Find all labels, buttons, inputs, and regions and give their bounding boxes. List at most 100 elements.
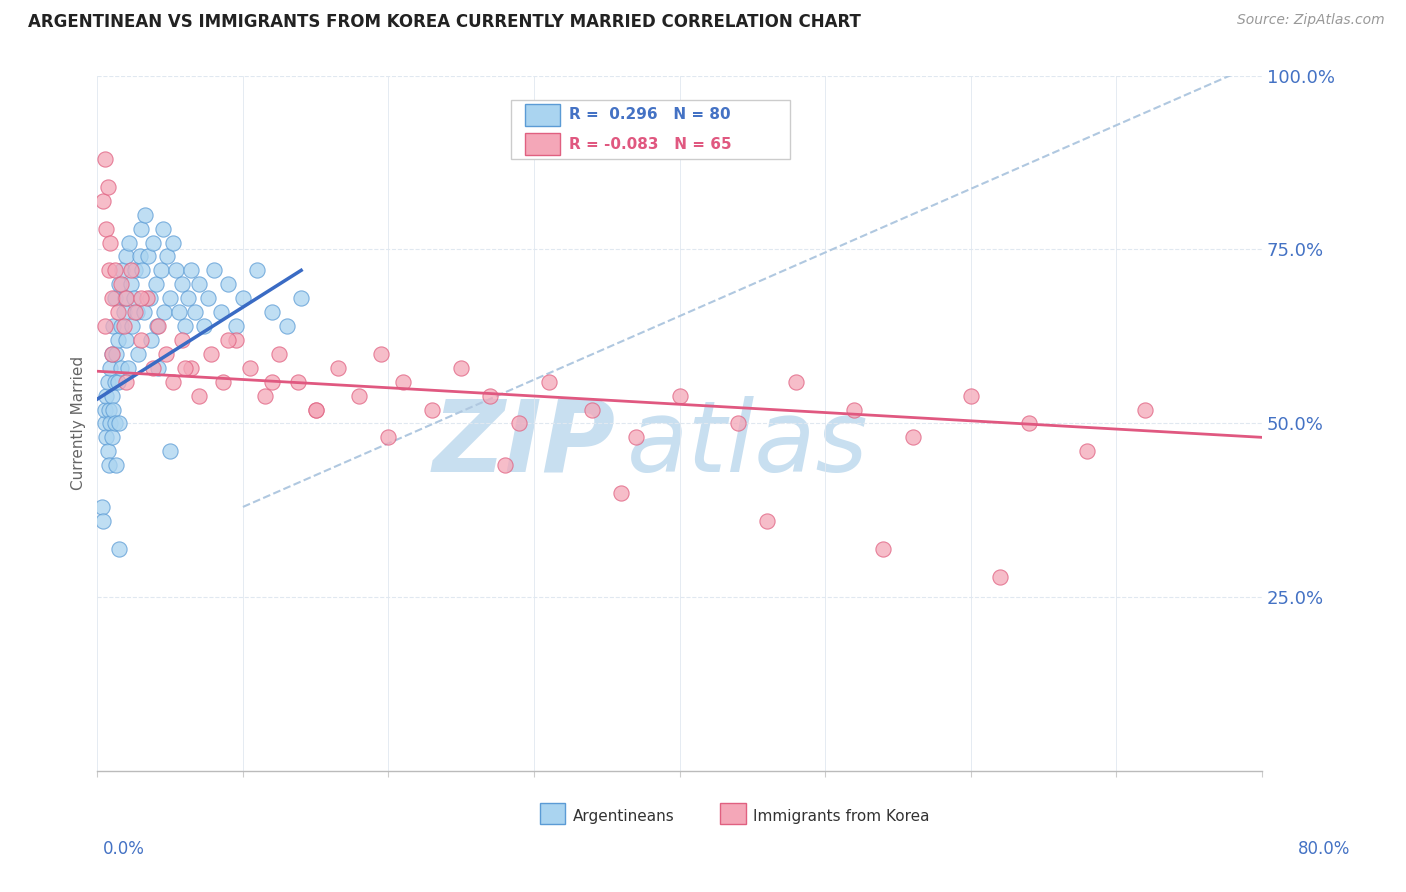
Point	[107, 333, 129, 347]
Point	[844, 402, 866, 417]
Point	[107, 375, 129, 389]
Point	[162, 235, 184, 250]
Point	[110, 360, 132, 375]
Point	[98, 263, 121, 277]
Point	[170, 333, 193, 347]
Point	[148, 360, 170, 375]
Point	[668, 388, 690, 402]
Point	[155, 347, 177, 361]
Bar	[720, 803, 747, 823]
Point	[170, 277, 193, 292]
Point	[131, 263, 153, 277]
Point	[1076, 444, 1098, 458]
Point	[94, 388, 117, 402]
Point	[112, 305, 135, 319]
Point	[121, 318, 143, 333]
Point	[624, 430, 647, 444]
Point	[100, 235, 122, 250]
Point	[150, 263, 173, 277]
Point	[193, 318, 215, 333]
Point	[287, 375, 309, 389]
Point	[115, 333, 138, 347]
Point	[125, 305, 148, 319]
Point	[420, 402, 443, 417]
Point	[211, 375, 233, 389]
Point	[98, 402, 121, 417]
Point	[1135, 402, 1157, 417]
Point	[100, 417, 122, 431]
Point	[101, 347, 124, 361]
Point	[225, 318, 247, 333]
Point	[988, 569, 1011, 583]
Y-axis label: Currently Married: Currently Married	[72, 357, 86, 491]
Point	[110, 318, 132, 333]
Bar	[540, 803, 565, 823]
Point	[450, 360, 472, 375]
Point	[108, 417, 131, 431]
FancyBboxPatch shape	[510, 100, 790, 159]
Point	[152, 221, 174, 235]
Point	[188, 388, 211, 402]
Point	[370, 347, 392, 361]
Point	[156, 249, 179, 263]
Point	[105, 458, 128, 472]
Point	[326, 360, 349, 375]
Bar	[524, 133, 560, 155]
Point	[100, 360, 122, 375]
Point	[105, 347, 128, 361]
Point	[110, 277, 132, 292]
Point	[305, 402, 328, 417]
Point	[225, 333, 247, 347]
Point	[94, 221, 117, 235]
Point	[508, 417, 530, 431]
Point	[129, 291, 152, 305]
Point	[184, 305, 207, 319]
Point	[872, 541, 894, 556]
Point	[217, 277, 239, 292]
Point	[377, 430, 399, 444]
Point	[165, 263, 187, 277]
Point	[785, 375, 807, 389]
Point	[901, 430, 924, 444]
Point	[494, 458, 516, 472]
Text: Immigrants from Korea: Immigrants from Korea	[754, 809, 929, 824]
Point	[610, 486, 633, 500]
Point	[93, 417, 115, 431]
Point	[159, 291, 181, 305]
Point	[209, 305, 232, 319]
Point	[90, 500, 112, 514]
Text: ZIP: ZIP	[433, 396, 616, 492]
Point	[117, 360, 139, 375]
Point	[101, 388, 124, 402]
Point	[93, 318, 115, 333]
Point	[959, 388, 981, 402]
Point	[188, 277, 211, 292]
Point	[197, 291, 219, 305]
Point	[91, 194, 114, 208]
Point	[136, 249, 159, 263]
Point	[276, 318, 298, 333]
Point	[162, 375, 184, 389]
Point	[392, 375, 415, 389]
Point	[180, 263, 202, 277]
Point	[173, 318, 195, 333]
Point	[581, 402, 603, 417]
Point	[180, 360, 202, 375]
Point	[103, 318, 125, 333]
Text: Argentineans: Argentineans	[572, 809, 675, 824]
Point	[127, 347, 149, 361]
Point	[112, 318, 135, 333]
Point	[104, 375, 127, 389]
Point	[114, 291, 136, 305]
Point	[93, 402, 115, 417]
Point	[108, 277, 131, 292]
Point	[94, 430, 117, 444]
Point	[120, 263, 142, 277]
Point	[124, 263, 146, 277]
Point	[260, 305, 283, 319]
Point	[96, 444, 118, 458]
Point	[253, 388, 276, 402]
Point	[200, 347, 222, 361]
Point	[349, 388, 371, 402]
Point	[129, 333, 152, 347]
